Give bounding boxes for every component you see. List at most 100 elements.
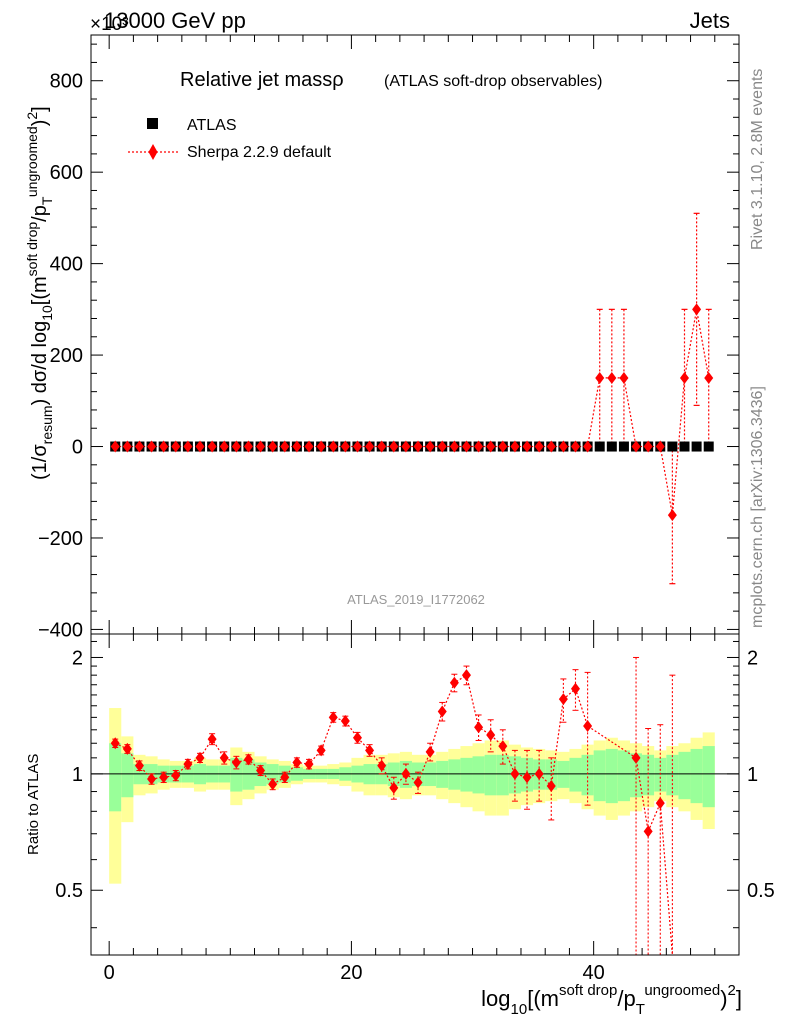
band-1sigma-bin	[690, 748, 703, 804]
ratio-data-point	[219, 751, 229, 764]
band-1sigma-bin	[121, 753, 134, 798]
sherpa-data-point	[607, 371, 617, 384]
legend: ATLAS Sherpa 2.2.9 default	[128, 117, 332, 161]
sherpa-data-point	[486, 440, 496, 453]
band-1sigma-bin	[448, 759, 461, 790]
ratio-data-point	[316, 744, 326, 757]
sherpa-data-point	[692, 303, 702, 316]
rivet-version-label: Rivet 3.1.10, 2.8M events	[749, 69, 766, 250]
ratio-data-point	[401, 767, 411, 780]
atlas-data-point	[691, 441, 702, 452]
sherpa-line	[115, 309, 710, 516]
band-1sigma-bin	[581, 754, 594, 796]
sherpa-data-point	[110, 440, 120, 453]
band-1sigma-bin	[666, 754, 679, 796]
sherpa-data-point	[147, 440, 157, 453]
sherpa-data-point	[667, 509, 677, 522]
ratio-data-point	[522, 771, 532, 784]
atlas-data-point	[703, 441, 714, 452]
sherpa-data-point	[534, 440, 544, 453]
analysis-id: ATLAS_2019_I1772062	[347, 592, 485, 607]
svg-text:(1/σresum) dσ/d log10[(msoft d: (1/σresum) dσ/d log10[(msoft drop/pTungr…	[24, 106, 55, 480]
legend-label-sherpa: Sherpa 2.2.9 default	[187, 144, 332, 161]
sherpa-data-point	[195, 440, 205, 453]
atlas-data-point	[618, 441, 629, 452]
sherpa-data-point	[134, 440, 144, 453]
ratio-data-point	[546, 780, 556, 793]
band-1sigma-bin	[605, 748, 618, 804]
sherpa-data-point	[655, 440, 665, 453]
main-y-tick-label: −200	[38, 528, 83, 550]
ratio-data-point	[256, 764, 266, 777]
ratio-data-point	[110, 737, 120, 750]
ratio-data-point	[643, 825, 653, 838]
sherpa-data-point	[631, 440, 641, 453]
sherpa-data-point	[365, 440, 375, 453]
ratio-y-tick-label-right: 1	[747, 764, 758, 786]
band-1sigma-bin	[617, 750, 630, 802]
ratio-y-tick-label-left: 1	[72, 764, 83, 786]
energy-label: 13000 GeV pp	[104, 8, 246, 33]
process-label: Jets	[690, 8, 730, 33]
ratio-data-point	[498, 740, 508, 753]
sherpa-data-point	[316, 440, 326, 453]
atlas-data-point	[606, 441, 617, 452]
ratio-data-point	[328, 711, 338, 724]
ratio-data-point	[134, 759, 144, 772]
band-1sigma-bin	[484, 754, 497, 796]
main-y-tick-label: 0	[72, 437, 83, 459]
ratio-data-point	[583, 719, 593, 732]
ratio-y-tick-label-right: 2	[747, 647, 758, 669]
ratio-y-axis-title: Ratio to ATLAS	[25, 754, 42, 855]
ratio-data-point	[474, 721, 484, 734]
main-plot-content	[110, 212, 714, 585]
band-1sigma-bin	[472, 756, 485, 794]
ratio-data-point	[171, 769, 181, 782]
sherpa-data-point	[219, 440, 229, 453]
ratio-data-point	[631, 751, 641, 764]
ratio-data-point	[437, 705, 447, 718]
sherpa-data-point	[401, 440, 411, 453]
band-1sigma-bin	[569, 757, 582, 792]
ratio-data-point	[304, 758, 314, 771]
atlas-data-point	[679, 441, 690, 452]
sherpa-data-point	[546, 440, 556, 453]
sherpa-data-point	[340, 440, 350, 453]
legend-marker-sherpa	[148, 144, 158, 160]
x-tick-label: 0	[104, 962, 115, 984]
band-1sigma-bin	[642, 754, 655, 796]
band-1sigma-bin	[230, 757, 243, 792]
ratio-data-point	[122, 742, 132, 755]
main-y-axis-title: (1/σresum) dσ/d log10[(msoft drop/pTungr…	[24, 106, 55, 480]
atlas-data-point	[594, 441, 605, 452]
ratio-plot-content	[110, 656, 676, 956]
band-1sigma-bin	[436, 760, 449, 788]
ratio-data-point	[425, 745, 435, 758]
ratio-data-point	[389, 781, 399, 794]
ratio-data-point	[365, 744, 375, 757]
sherpa-data-point	[328, 440, 338, 453]
sherpa-data-point	[352, 440, 362, 453]
ratio-y-tick-label-left: 2	[72, 647, 83, 669]
sherpa-data-point	[243, 440, 253, 453]
ratio-data-point	[195, 751, 205, 764]
ratio-data-point	[231, 756, 241, 769]
ratio-sherpa-line	[114, 674, 673, 956]
ratio-data-point	[183, 758, 193, 771]
band-1sigma-bin	[496, 754, 509, 796]
sherpa-data-point	[377, 440, 387, 453]
y-multiplier: ×10³	[90, 14, 129, 35]
sherpa-data-point	[122, 440, 132, 453]
ratio-data-point	[340, 714, 350, 727]
sherpa-data-point	[171, 440, 181, 453]
sherpa-data-point	[304, 440, 314, 453]
ratio-data-point	[280, 771, 290, 784]
sherpa-data-point	[570, 440, 580, 453]
ratio-data-point	[292, 756, 302, 769]
axes-frames: −400 −200 0 200 400 600 800 0 20 40 0.5 0.5 1 1 2 2	[38, 34, 775, 984]
ratio-plot-frame	[90, 633, 740, 956]
band-1sigma-bin	[702, 746, 715, 808]
main-y-tick-label: −400	[38, 619, 83, 641]
ratio-data-point	[352, 731, 362, 744]
